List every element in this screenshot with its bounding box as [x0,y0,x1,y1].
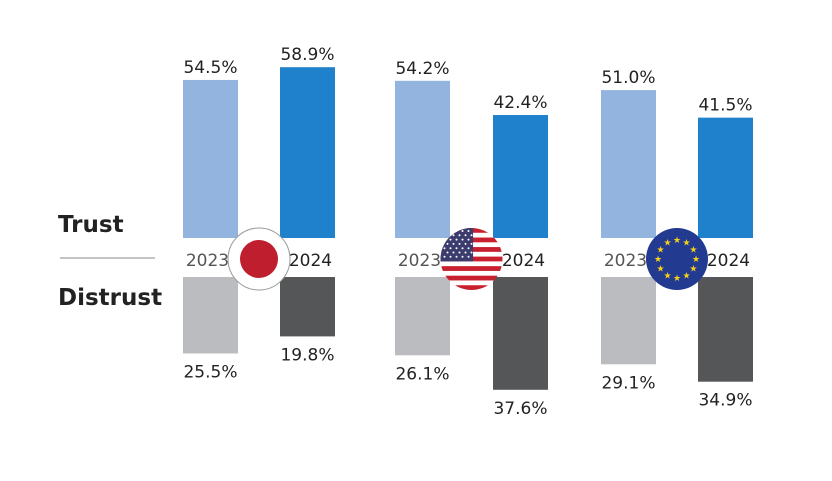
distrust-label-european-union-2023: 29.1% [601,373,655,393]
distrust-bar-japan-2024 [280,277,335,337]
trust-label-japan-2023: 54.5% [183,58,237,78]
distrust-label-japan-2023: 25.5% [183,363,237,383]
flag-stripe [440,285,503,290]
flag-star [464,251,467,254]
flag-star [455,230,458,232]
flag-star [464,234,467,237]
flag-star [449,255,452,258]
distrust-bar-european-union-2024 [698,277,753,382]
flag-background [646,228,708,290]
trust-bar-united-states-2024 [493,115,548,238]
trust-label-european-union-2024: 41.5% [698,96,752,116]
flag-star [446,251,449,254]
flag-star: ★ [654,255,662,265]
us-flag-icon [440,228,503,290]
distrust-label-european-union-2024: 34.9% [698,391,752,411]
flag-star [461,247,464,250]
flag-star [452,251,455,254]
flag-star [455,238,458,241]
distrust-bar-japan-2023 [183,277,238,354]
flag-star [470,242,473,245]
trust-bar-european-union-2023 [601,90,656,238]
flag-star [458,251,461,254]
flag-star: ★ [689,246,697,256]
flag-star: ★ [663,239,671,249]
distrust-bar-united-states-2024 [493,277,548,390]
flag-star [443,255,446,258]
trust-row-label: Trust [58,212,124,238]
year-label-european-union-2024: 2024 [707,251,750,271]
distrust-label-united-states-2023: 26.1% [395,364,449,384]
flag-star [449,238,452,241]
flag-star: ★ [682,271,690,281]
trust-bar-japan-2024 [280,67,335,238]
year-label-united-states-2024: 2024 [502,251,545,271]
flag-stripe [440,261,503,267]
flag-body [440,228,503,290]
distrust-label-japan-2024: 19.8% [280,345,334,365]
flag-star: ★ [657,246,665,256]
flag-star [443,247,446,250]
flag-star [458,234,461,237]
flag-star: ★ [663,271,671,281]
flag-star [455,247,458,250]
trust-bar-japan-2023 [183,79,238,238]
distrust-bar-european-union-2023 [601,277,656,365]
flag-stripe [440,280,503,286]
year-label-european-union-2023: 2023 [604,251,647,271]
flag-star [461,230,464,232]
trust-label-united-states-2024: 42.4% [493,93,547,113]
distrust-bar-united-states-2023 [395,277,450,356]
distrust-label-united-states-2024: 37.6% [493,399,547,419]
flag-star [449,247,452,250]
year-label-united-states-2023: 2023 [398,251,441,271]
flag-star [470,234,473,237]
flag-star [458,242,461,245]
flag-star [461,238,464,241]
flag-sun [240,240,278,278]
flag-star [452,242,455,245]
flag-star [467,247,470,250]
flag-star [470,251,473,254]
trust-bar-european-union-2024 [698,117,753,238]
flag-star: ★ [682,239,690,249]
flag-stripe [440,266,503,272]
flag-stripe [440,275,503,281]
distrust-row-label: Distrust [58,285,162,311]
flag-star: ★ [657,265,665,275]
flag-star: ★ [673,236,681,246]
flag-star [455,255,458,258]
flag-star [467,230,470,232]
japan-flag-icon [227,227,291,291]
flag-star: ★ [692,255,700,265]
flag-star [464,242,467,245]
flag-stripe [440,270,503,276]
flag-star: ★ [689,265,697,275]
trust-label-european-union-2023: 51.0% [601,68,655,88]
year-label-japan-2024: 2024 [289,251,332,271]
year-label-japan-2023: 2023 [186,251,229,271]
flag-star [443,238,446,241]
flag-star [467,255,470,258]
flag-star [461,255,464,258]
trust-bar-united-states-2023 [395,80,450,238]
flag-star: ★ [673,274,681,284]
flag-star [467,238,470,241]
eu-flag-icon: ★ ★★★★★★★★★★★ [646,228,708,290]
trust-label-japan-2024: 58.9% [280,45,334,65]
flag-star [452,234,455,237]
trust-label-united-states-2023: 54.2% [395,59,449,79]
flag-star [446,242,449,245]
